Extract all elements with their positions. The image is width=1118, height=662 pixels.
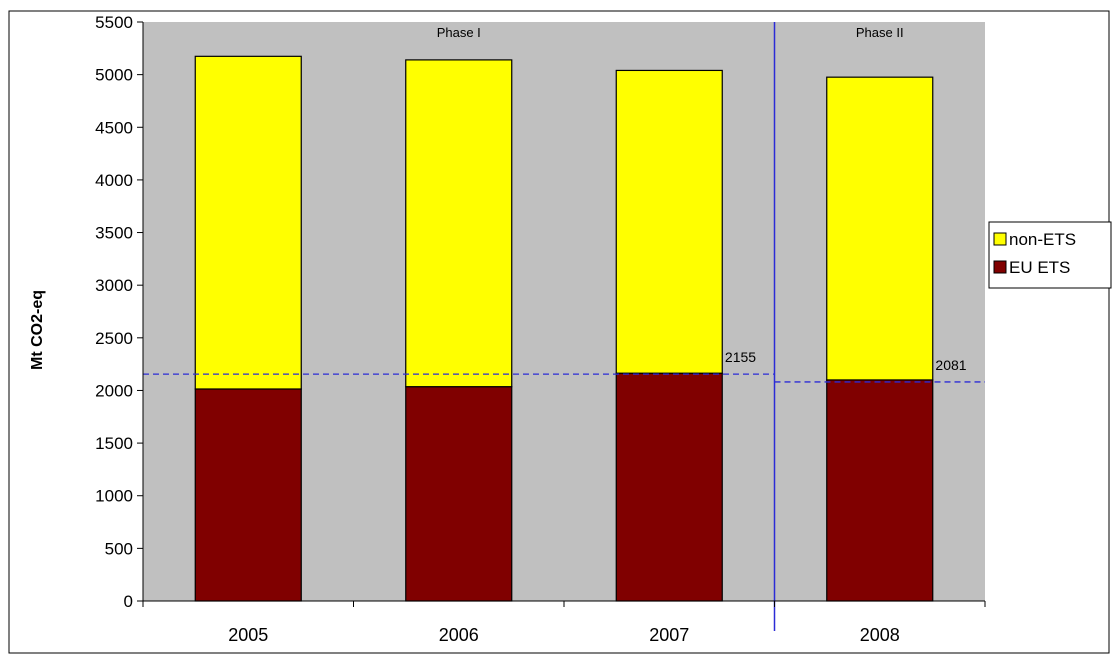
x-tick-label: 2008 <box>860 625 900 645</box>
x-tick-label: 2006 <box>439 625 479 645</box>
x-tick-label: 2005 <box>228 625 268 645</box>
y-tick-label: 0 <box>124 592 133 611</box>
legend: non-ETS EU ETS <box>988 221 1112 289</box>
bar-eu-ets-2007 <box>615 372 723 602</box>
reference-lines: 2155 2081 <box>143 349 985 383</box>
x-axis: 2005 2006 2007 2008 <box>142 600 986 645</box>
phase-labels: Phase I Phase II <box>437 22 904 631</box>
y-tick-label: 5500 <box>95 13 133 32</box>
legend-swatch <box>993 260 1007 274</box>
reference-line-label: 2081 <box>935 357 966 373</box>
bar-non-ets-2007 <box>615 69 723 374</box>
bar-eu-ets-2006 <box>405 386 513 602</box>
bar-non-ets-2006 <box>405 59 513 388</box>
y-tick-label: 3500 <box>95 224 133 243</box>
y-tick-label: 4500 <box>95 118 133 137</box>
reference-line-label: 2155 <box>725 349 756 365</box>
phase-label: Phase II <box>856 25 904 40</box>
bar-eu-ets-2005 <box>194 388 302 602</box>
y-tick-label: 4000 <box>95 171 133 190</box>
y-tick-label: 1000 <box>95 487 133 506</box>
x-tick-label: 2007 <box>649 625 689 645</box>
bar-eu-ets-2008 <box>826 379 934 602</box>
bar-non-ets-2008 <box>826 76 934 381</box>
bar-non-ets-2005 <box>194 55 302 390</box>
y-axis: 0 500 1000 1500 2000 2500 3000 3500 4000 4500 5000… <box>95 13 144 611</box>
y-tick-label: 2500 <box>95 329 133 348</box>
y-axis-title: Mt CO2-eq <box>29 290 46 370</box>
bars <box>194 55 934 602</box>
y-tick-label: 5000 <box>95 66 133 85</box>
legend-label: EU ETS <box>1009 258 1070 277</box>
y-tick-label: 500 <box>105 539 133 558</box>
phase-label: Phase I <box>437 25 481 40</box>
y-tick-label: 1500 <box>95 434 133 453</box>
legend-swatch <box>993 232 1007 246</box>
y-tick-label: 3000 <box>95 276 133 295</box>
legend-box <box>988 221 1112 289</box>
y-tick-label: 2000 <box>95 381 133 400</box>
legend-label: non-ETS <box>1009 230 1076 249</box>
